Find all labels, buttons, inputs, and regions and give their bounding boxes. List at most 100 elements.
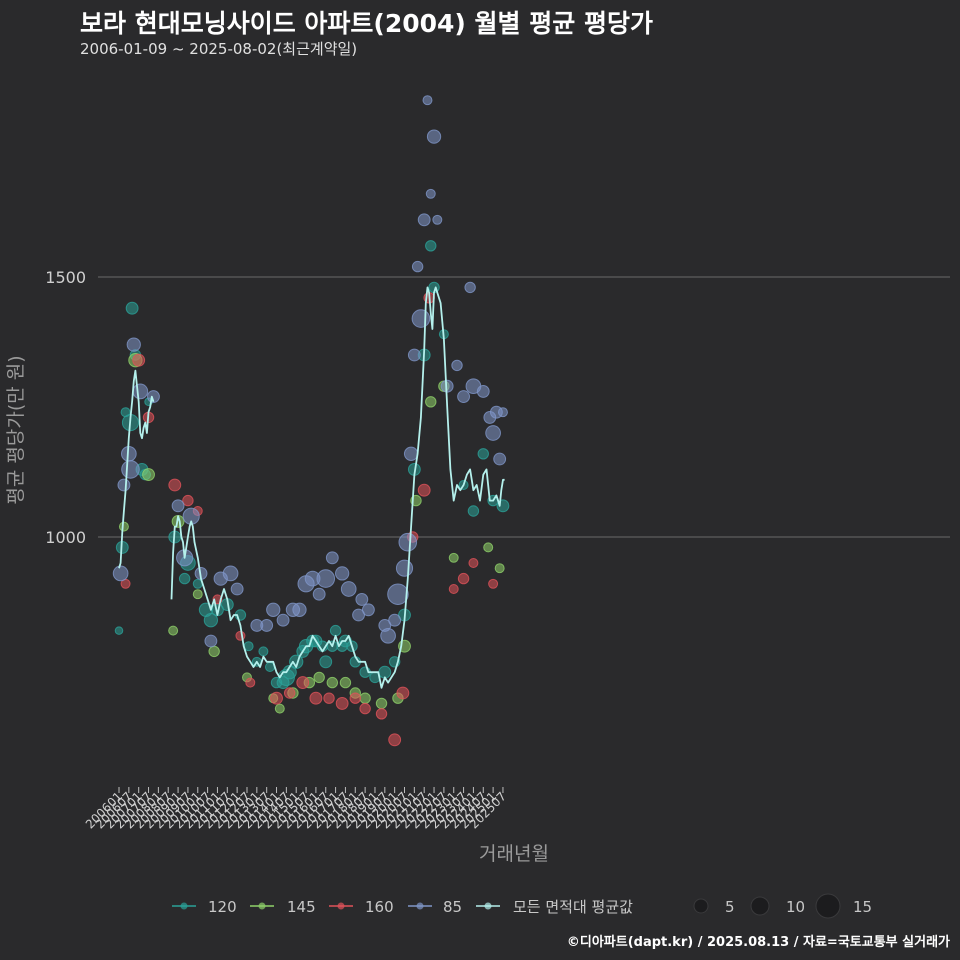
data-point-85 (411, 260, 424, 273)
data-point-160 (335, 696, 349, 710)
data-point-120 (258, 646, 269, 657)
data-point-145 (339, 676, 352, 689)
data-point-120 (319, 655, 333, 669)
data-point-85 (464, 281, 476, 294)
legend-label-4: 85 (443, 898, 462, 916)
data-point-85 (292, 602, 307, 617)
data-point-85 (171, 499, 185, 513)
data-point-85 (325, 551, 339, 565)
data-point-160 (457, 572, 470, 585)
legend-size-key-1 (693, 898, 709, 914)
legend-size-label-3: 15 (853, 898, 872, 916)
data-point-160 (488, 578, 499, 589)
legend-size-key-2 (750, 896, 770, 916)
data-point-85 (411, 309, 431, 328)
legend-key-dot-5 (484, 902, 492, 910)
y-tick-label: 1000 (45, 528, 86, 547)
legend-size-label-1: 5 (725, 898, 735, 916)
data-point-160 (270, 691, 283, 705)
data-point-120 (378, 665, 392, 679)
data-point-85 (132, 383, 149, 400)
data-point-160 (245, 677, 256, 688)
data-point-160 (396, 686, 410, 700)
data-point-85 (117, 478, 131, 492)
y-tick-label: 1500 (45, 268, 86, 287)
data-point-85 (417, 213, 431, 227)
data-point-85 (222, 565, 239, 582)
data-point-85 (276, 613, 290, 627)
data-point-85 (388, 613, 402, 627)
data-point-160 (182, 494, 194, 507)
data-point-85 (266, 602, 281, 617)
data-point-160 (468, 558, 479, 568)
data-point-160 (448, 584, 459, 594)
data-point-160 (349, 692, 361, 704)
axis-layer: 2006012006072007012007072008012008072009… (83, 787, 509, 832)
data-point-145 (118, 521, 129, 532)
data-point-120 (467, 505, 480, 517)
grid-layer: 1000 1500 (45, 268, 950, 547)
data-point-145 (168, 625, 179, 636)
data-point-85 (340, 581, 357, 597)
data-point-120 (125, 301, 139, 315)
points-layer (112, 95, 510, 747)
data-point-85 (398, 532, 418, 552)
data-point-85 (451, 359, 463, 372)
data-point-160 (283, 687, 296, 699)
data-point-85 (493, 452, 507, 466)
data-point-145 (274, 703, 285, 714)
legend-label-2: 145 (287, 898, 316, 916)
data-point-160 (296, 676, 310, 690)
legend-key-dot-2 (258, 902, 266, 910)
data-point-85 (126, 337, 141, 352)
data-point-85 (335, 566, 350, 581)
data-point-85 (395, 559, 414, 577)
data-point-145 (192, 589, 203, 600)
data-point-160 (235, 630, 246, 641)
data-point-120 (329, 624, 342, 637)
data-point-85 (204, 634, 218, 648)
legend-label-5: 모든 면적대 평균값 (513, 898, 633, 916)
data-point-145 (494, 563, 505, 574)
data-point-145 (313, 671, 325, 684)
data-point-120 (114, 626, 124, 635)
legend-key-dot-1 (180, 902, 188, 910)
page-title: 보라 현대모닝사이드 아파트(2004) 월별 평균 평당가 (80, 9, 653, 38)
data-point-85 (476, 384, 490, 398)
data-point-85 (380, 627, 396, 644)
legend-label-3: 160 (365, 898, 394, 916)
legend-key-dot-3 (337, 902, 345, 910)
data-point-85 (425, 188, 436, 199)
data-point-120 (178, 572, 191, 585)
data-point-120 (477, 448, 489, 460)
data-point-160 (388, 733, 402, 747)
data-point-145 (448, 552, 459, 563)
data-point-85 (230, 582, 244, 596)
average-line-segment-2 (170, 286, 505, 689)
data-point-120 (203, 613, 219, 628)
data-point-120 (425, 240, 437, 252)
data-point-145 (208, 645, 220, 658)
data-point-85 (426, 129, 442, 144)
data-point-85 (316, 569, 336, 588)
data-point-145 (359, 692, 371, 704)
legend-label-1: 120 (208, 898, 237, 916)
data-point-85 (312, 587, 326, 601)
legend: 120 145 160 85 모든 면적대 평균값 5 10 15 (172, 893, 872, 919)
page-subtitle: 2006-01-09 ~ 2025-08-02(최근계약일) (80, 40, 358, 58)
data-point-145 (425, 396, 437, 408)
data-point-85 (121, 460, 140, 479)
data-point-160 (168, 478, 182, 492)
data-point-85 (352, 608, 365, 622)
data-point-160 (359, 702, 371, 715)
data-point-85 (112, 565, 129, 582)
data-point-85 (422, 95, 433, 106)
y-axis-title: 평균 평당가(만 원) (5, 355, 27, 504)
data-point-160 (132, 353, 146, 367)
data-point-160 (417, 483, 431, 497)
source-credit: ©디아파트(dapt.kr) / 2025.08.13 / 자료=국토교통부 실… (566, 935, 950, 950)
x-axis-title: 거래년월 (479, 843, 549, 865)
data-point-160 (323, 692, 335, 704)
